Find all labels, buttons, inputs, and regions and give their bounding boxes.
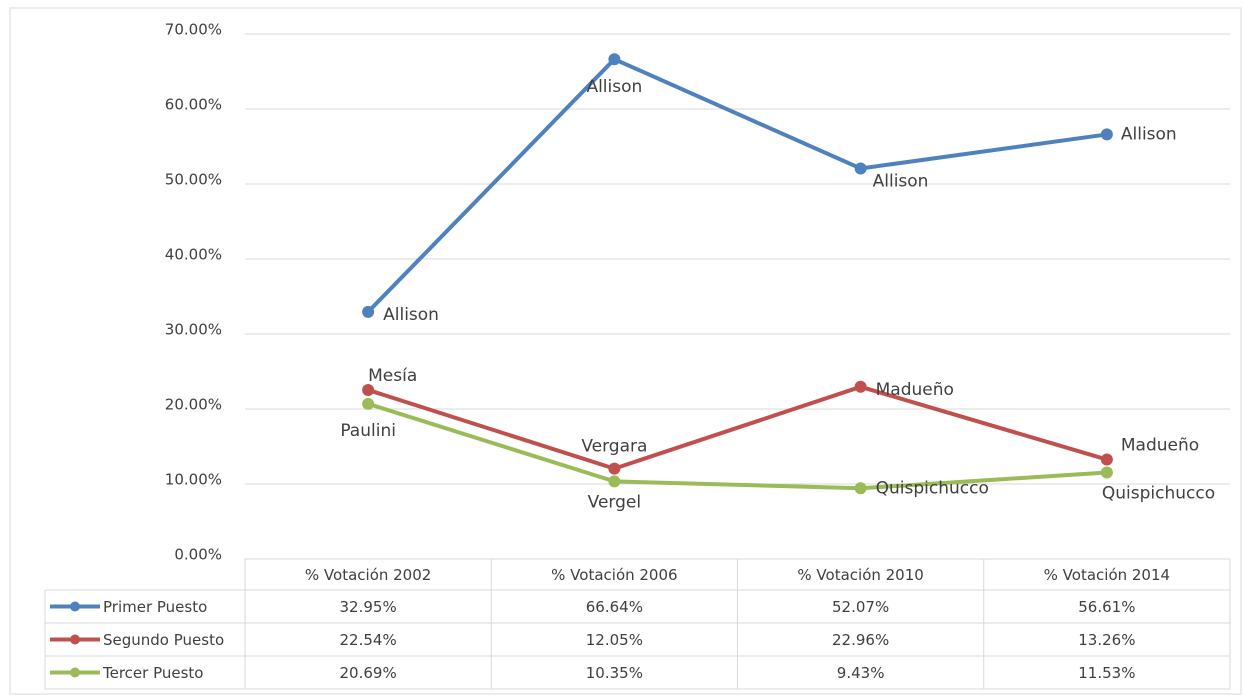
table-cell: 32.95% — [340, 598, 397, 616]
table-cell: 9.43% — [837, 664, 885, 682]
point-marker — [1100, 128, 1113, 141]
point-label: Allison — [586, 77, 642, 97]
table-header: % Votación 2014 — [1044, 566, 1170, 584]
series-line — [367, 384, 1108, 471]
y-tick-label: 50.00% — [165, 171, 222, 189]
y-tick-label: 0.00% — [174, 546, 222, 564]
point-label: Quispichucco — [876, 478, 989, 498]
table-cell: 22.54% — [340, 631, 397, 649]
point-label: Vergel — [588, 492, 641, 512]
legend-label: Tercer Puesto — [102, 664, 203, 682]
point-marker — [1100, 453, 1113, 466]
table-cell: 66.64% — [586, 598, 643, 616]
y-tick-label: 30.00% — [165, 321, 222, 339]
table-cell: 56.61% — [1078, 598, 1135, 616]
table-header: % Votación 2010 — [797, 566, 923, 584]
point-label: Vergara — [581, 437, 647, 457]
point-marker — [362, 305, 375, 318]
point-label: Allison — [873, 171, 929, 191]
table-header: % Votación 2006 — [551, 566, 677, 584]
point-marker — [854, 482, 867, 495]
legend-marker — [70, 601, 80, 612]
point-label: Mesía — [368, 366, 417, 386]
y-tick-label: 70.00% — [165, 21, 222, 39]
legend-label: Primer Puesto — [103, 598, 207, 616]
y-tick-label: 40.00% — [165, 246, 222, 264]
table-cell: 20.69% — [340, 664, 397, 682]
point-marker — [854, 162, 867, 175]
series-line — [366, 57, 1108, 314]
legend-marker — [70, 667, 80, 678]
point-label: Madueño — [876, 380, 954, 400]
y-tick-label: 20.00% — [165, 396, 222, 414]
legend-label: Segundo Puesto — [103, 631, 224, 649]
point-marker — [1100, 466, 1113, 479]
point-label: Allison — [383, 305, 439, 325]
point-marker — [608, 462, 621, 475]
table-cell: 10.35% — [586, 664, 643, 682]
table-header: % Votación 2002 — [305, 566, 431, 584]
table-cell: 11.53% — [1078, 664, 1135, 682]
table-cell: 12.05% — [586, 631, 643, 649]
point-label: Allison — [1121, 124, 1177, 144]
point-label: Madueño — [1121, 436, 1199, 456]
table-cell: 13.26% — [1078, 631, 1135, 649]
legend-marker — [70, 634, 80, 645]
point-label: Paulini — [340, 421, 396, 441]
y-tick-label: 10.00% — [165, 471, 222, 489]
point-marker — [854, 380, 867, 393]
point-marker — [608, 53, 621, 66]
point-marker — [362, 397, 375, 410]
point-marker — [608, 475, 621, 488]
table-cell: 22.96% — [832, 631, 889, 649]
y-tick-label: 60.00% — [165, 96, 222, 114]
chart-frame — [9, 7, 1242, 695]
point-marker — [362, 383, 375, 396]
series-line — [367, 401, 1108, 491]
point-label: Quispichucco — [1102, 484, 1215, 504]
table-cell: 52.07% — [832, 598, 889, 616]
